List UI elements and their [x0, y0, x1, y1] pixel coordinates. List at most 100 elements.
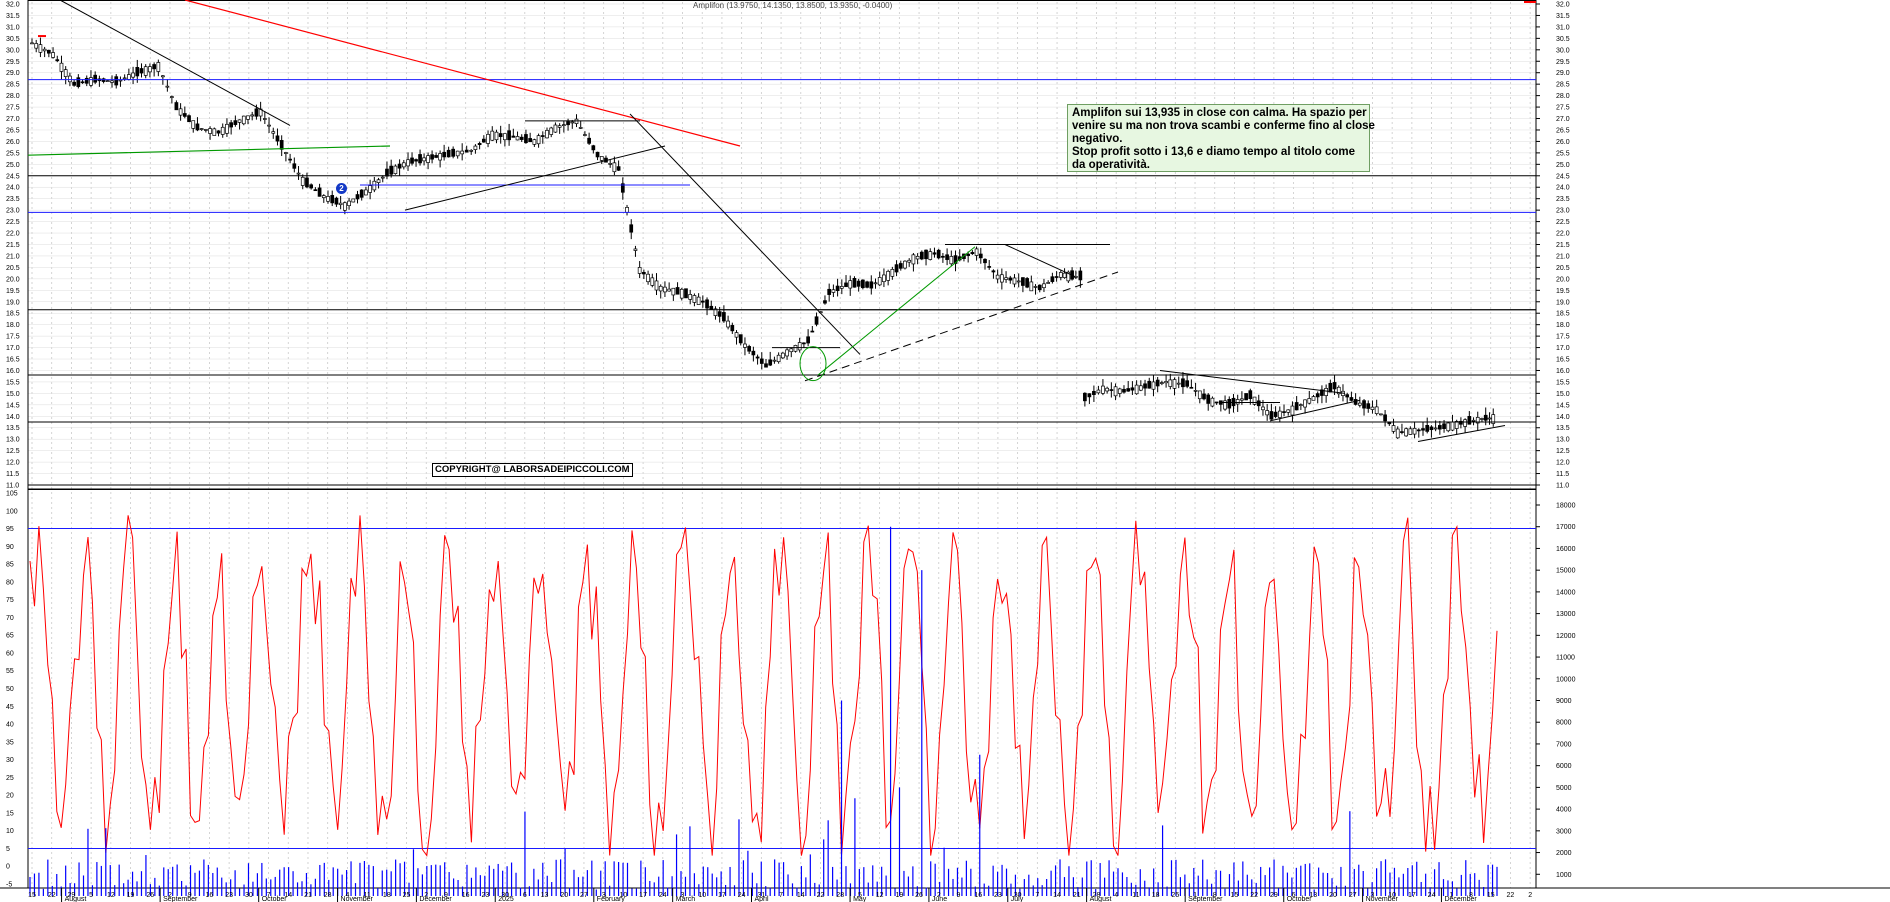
price-tick-label-left: 12.0 [6, 460, 20, 467]
candle-body [1261, 406, 1265, 411]
candle-body [34, 43, 39, 49]
candle-body [734, 332, 739, 338]
candle-body [51, 52, 55, 58]
osc-tick-label: 85 [6, 562, 14, 569]
candle-body [237, 119, 242, 123]
day-tick-label: 30 [245, 892, 253, 899]
price-tick-label-left: 27.5 [6, 105, 20, 112]
candle-body [1475, 417, 1480, 424]
candle-body [1240, 398, 1244, 401]
candle-body [131, 72, 135, 78]
candle-body [574, 118, 579, 124]
axes: 15 22 29 5 12 19 26 2 9 16 23 30 7 14 21 28 4 11 18 25 2 9 16 2… [6, 2, 1576, 902]
candle-body [1332, 382, 1337, 390]
candle-body [469, 149, 474, 152]
day-tick-label: 26 [915, 892, 923, 899]
candle-body [1074, 276, 1078, 278]
candle-body [877, 277, 882, 286]
candle-body [987, 266, 992, 268]
candle-body [970, 252, 975, 255]
price-tick-label-left: 28.5 [6, 82, 20, 89]
volume-tick-label: 6000 [1556, 763, 1572, 770]
price-tick-label-left: 16.0 [6, 368, 20, 375]
day-tick-label: 7 [779, 892, 783, 899]
candle-body [397, 163, 402, 169]
candle-body [823, 300, 827, 304]
candle-body [1328, 382, 1333, 393]
candle-body [1357, 402, 1362, 406]
candle-body [713, 308, 718, 316]
day-tick-label: 17 [718, 892, 726, 899]
day-tick-label: 17 [639, 892, 647, 899]
osc-tick-label: 95 [6, 526, 14, 533]
day-tick-label: 19 [127, 892, 135, 899]
day-tick-label: 15 [28, 892, 36, 899]
volume-tick-label: 10000 [1556, 676, 1576, 683]
price-tick-label-left: 14.0 [6, 414, 20, 421]
price-tick-label-right: 19.0 [1556, 299, 1570, 306]
candle-body [536, 135, 541, 145]
candle-body [84, 77, 89, 84]
candle-body [376, 179, 381, 183]
candle-body [1105, 387, 1109, 392]
candle-body [528, 138, 533, 143]
candle-body [1151, 381, 1156, 390]
day-tick-label: 3 [681, 892, 685, 899]
day-tick-label: 10 [1388, 892, 1396, 899]
candle-body [292, 163, 297, 169]
volume-tick-label: 7000 [1556, 741, 1572, 748]
candle-body [300, 176, 305, 186]
candle-body [966, 253, 971, 256]
candle-body [1433, 427, 1438, 430]
day-tick-label: 14 [284, 892, 292, 899]
month-label: July [1011, 896, 1024, 902]
day-tick-label: 16 [974, 892, 982, 899]
candle-body [945, 254, 949, 260]
candle-body [1370, 406, 1375, 410]
candle-body [894, 264, 899, 273]
price-tick-label-left: 26.0 [6, 139, 20, 146]
candle-body [557, 125, 562, 128]
candle-body [473, 145, 478, 150]
candle-body [178, 108, 183, 116]
candle-body [1197, 390, 1202, 400]
candle-body [1483, 414, 1488, 421]
month-label: March [676, 896, 696, 902]
candle-body [1172, 379, 1177, 389]
candle-body [835, 285, 840, 292]
candle-body [364, 189, 368, 196]
note-line: venire su ma non trova scambi e conferme… [1072, 120, 1375, 132]
day-tick-label: 3 [602, 892, 606, 899]
day-tick-label: 9 [957, 892, 961, 899]
candle-body [254, 108, 259, 117]
volume-tick-label: 12000 [1556, 633, 1576, 640]
candle-body [625, 207, 629, 213]
candle-body [220, 126, 225, 135]
candle-body [915, 255, 920, 260]
candle-body [1083, 392, 1087, 402]
candle-body [1210, 397, 1215, 407]
price-tick-label-left: 17.5 [6, 334, 20, 341]
candle-body [317, 187, 322, 197]
candle-body [1109, 389, 1114, 391]
candle-body [1471, 419, 1476, 422]
candle-body [338, 202, 343, 206]
event-marker[interactable]: 2 [336, 183, 347, 194]
candle-body [241, 115, 246, 125]
day-tick-label: 10 [619, 892, 627, 899]
triangle-upper [1004, 244, 1076, 278]
candle-body [717, 311, 722, 317]
candle-body [1101, 385, 1105, 394]
candle-body [1383, 414, 1387, 422]
day-tick-label: 1 [1193, 892, 1197, 899]
candle-body [139, 68, 144, 74]
day-tick-label: 5 [89, 892, 93, 899]
candle-body [170, 96, 174, 98]
day-tick-label: 23 [481, 892, 489, 899]
price-tick-label-right: 14.0 [1556, 414, 1570, 421]
candle-body [802, 342, 806, 345]
volume-tick-label: 17000 [1556, 524, 1576, 531]
osc-tick-label: -5 [6, 882, 12, 889]
candle-body [700, 300, 705, 303]
candle-body [143, 66, 148, 76]
